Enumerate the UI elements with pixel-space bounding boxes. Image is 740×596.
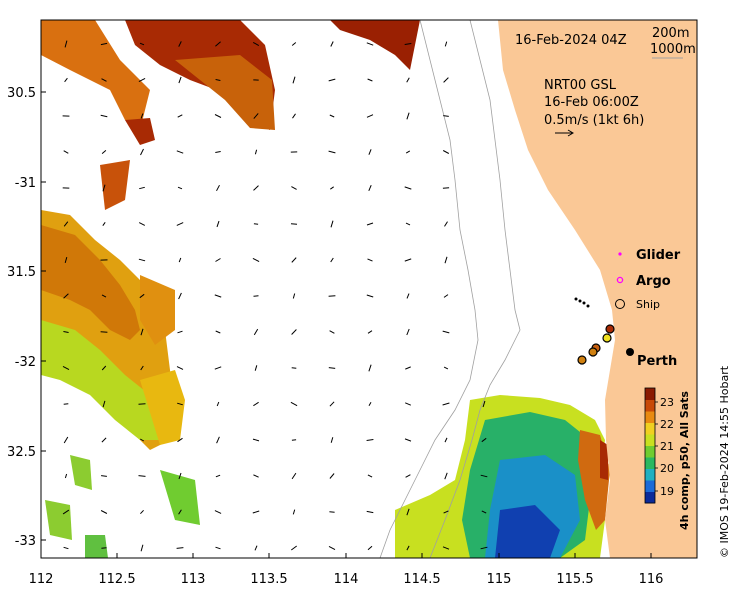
current-vector [64, 404, 69, 405]
argo-legend-label: Argo [636, 274, 671, 289]
colorbar-segment [645, 411, 655, 423]
colorbar-segment [645, 446, 655, 458]
credit-label: © IMOS 19-Feb-2024 14:55 Hobart [718, 365, 731, 558]
colorbar-title: 4h comp, p50, All Sats [678, 391, 691, 530]
lon-tick-label: 116 [639, 572, 664, 587]
colorbar-label: 21 [660, 440, 674, 453]
city-marker-icon [626, 348, 634, 356]
colorbar-label: 20 [660, 462, 674, 475]
lat-tick-label: 31.5 [7, 265, 36, 280]
current-time-label: 16-Feb 06:00Z [544, 95, 639, 110]
timestamp-label: 16-Feb-2024 04Z [515, 33, 627, 48]
colorbar-segment [645, 434, 655, 446]
colorbar-segment [645, 457, 655, 469]
glider-legend-label: Glider [636, 248, 681, 263]
current-vector [329, 296, 336, 297]
glider-marker-icon [618, 252, 621, 255]
colorbar-segment [645, 400, 655, 412]
vector-scale-label: 0.5m/s (1kt 6h) [544, 113, 644, 128]
colorbar-label: 22 [660, 418, 674, 431]
colorbar-segment [645, 492, 655, 504]
current-vector [291, 224, 297, 225]
colorbar-segment [645, 423, 655, 435]
isobath-1000-label: 1000m [650, 42, 696, 57]
current-vector [443, 188, 449, 189]
current-vector [139, 404, 146, 405]
lat-axis: 30.5 -31 31.5 -32 32.5 -33 [7, 86, 46, 549]
isobath-200-label: 200m [652, 26, 689, 41]
colorbar-label: 19 [660, 485, 674, 498]
colorbar-segment [645, 469, 655, 481]
lon-tick-label: 114.5 [403, 572, 440, 587]
lon-tick-label: 113.5 [250, 572, 287, 587]
lat-tick-label: 32.5 [7, 445, 36, 460]
lat-tick-label: -31 [15, 176, 36, 191]
lon-tick-label: 112.5 [98, 572, 135, 587]
ship-marker-icon[interactable] [578, 356, 586, 364]
lon-tick-label: 113 [181, 572, 206, 587]
current-vector [292, 368, 297, 369]
lon-tick-label: 115 [487, 572, 512, 587]
lat-tick-label: -33 [15, 534, 36, 549]
ship-marker-icon[interactable] [606, 325, 614, 333]
lon-tick-label: 115.5 [556, 572, 593, 587]
colorbar-segment [645, 388, 655, 400]
lat-tick-label: -32 [15, 355, 36, 370]
current-vector [254, 296, 259, 297]
ship-legend-label: Ship [636, 298, 660, 311]
colorbar-label: 23 [660, 396, 674, 409]
colorbar-segment [645, 480, 655, 492]
current-vector [254, 224, 258, 225]
lat-tick-label: 30.5 [7, 86, 36, 101]
lon-tick-label: 112 [29, 572, 54, 587]
current-product-label: NRT00 GSL [544, 78, 617, 93]
sst-patch [85, 535, 108, 558]
colorbar: 23 22 21 20 19 [645, 388, 674, 504]
city-label: Perth [637, 354, 677, 369]
lon-tick-label: 114 [334, 572, 359, 587]
ship-marker-icon[interactable] [603, 334, 611, 342]
ship-marker-icon[interactable] [589, 348, 597, 356]
